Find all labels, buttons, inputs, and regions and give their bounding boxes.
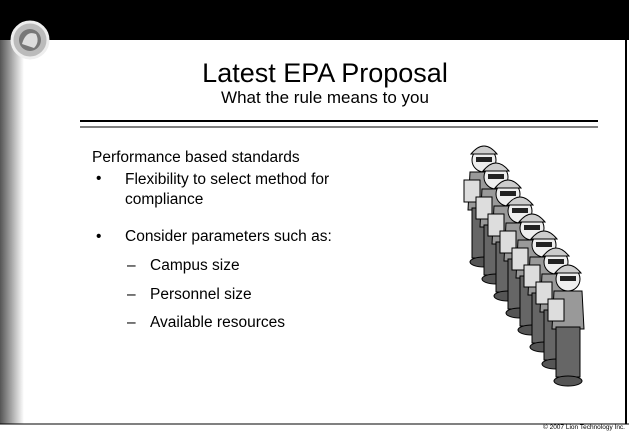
slide-subtitle: What the rule means to you [0,88,629,108]
clipart-part [476,157,492,162]
bullet-text: Flexibility to select method for complia… [125,170,329,210]
clipart-part [560,276,576,281]
copyright: © 2007 Lion Technology Inc. [543,424,625,431]
bullet-text: Consider parameters such as: [125,228,332,246]
slide: Latest EPA Proposal What the rule means … [0,0,629,434]
bullet-marker: • [96,228,101,246]
dash-marker: – [127,286,136,304]
slide-title: Latest EPA Proposal [0,58,629,89]
sub-bullet-text: Personnel size [150,286,252,304]
workers-clipart [464,146,584,386]
dash-marker: – [127,257,136,275]
sub-bullet-text: Campus size [150,257,240,275]
bullet-marker: • [96,170,101,188]
dash-marker: – [127,314,136,332]
clipart-part [512,208,528,213]
clipart-part [471,146,497,154]
clipart-part [556,327,580,377]
clipart-part [500,191,516,196]
logo [12,22,48,58]
clipart-part [548,299,564,321]
clipart-part [524,225,540,230]
bullet-line: Flexibility to select method for [125,171,329,188]
clipart-part [488,174,504,179]
clipart-part [536,242,552,247]
top-bar [0,0,629,40]
bullet-line: compliance [125,191,203,208]
clipart-part [554,376,582,386]
sub-bullet-text: Available resources [150,314,285,332]
clipart-part [548,259,564,264]
intro-text: Performance based standards [92,149,300,167]
